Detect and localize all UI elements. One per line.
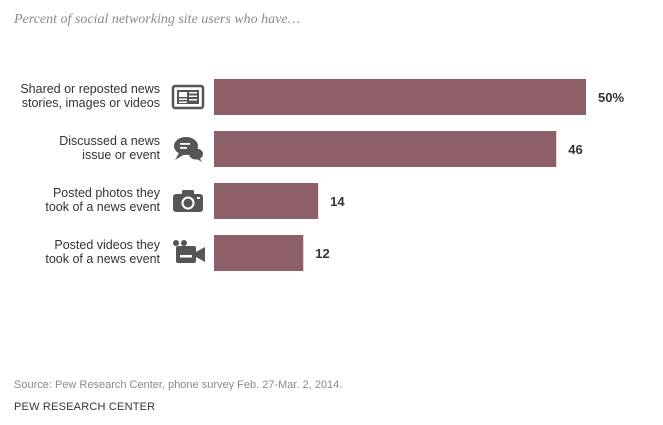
bar xyxy=(214,183,319,219)
video-camera-icon xyxy=(173,240,205,263)
category-label: Posted photos they took of a news event xyxy=(45,186,160,214)
bar xyxy=(214,131,557,167)
category-label: Shared or reposted news stories, images o… xyxy=(20,82,160,110)
newspaper-icon xyxy=(171,84,205,110)
bar-group: Shared or reposted news stories, images o… xyxy=(20,79,624,115)
value-label: 50% xyxy=(598,90,624,105)
organization-name: PEW RESEARCH CENTER xyxy=(14,401,156,413)
category-label: Posted videos they took of a news event xyxy=(45,238,160,266)
bar-group: Discussed a news issue or event 46 xyxy=(59,131,583,167)
bar-group: Posted videos they took of a news event 12 xyxy=(45,235,330,271)
camera-icon xyxy=(173,190,203,212)
bar xyxy=(214,79,586,115)
category-label: Discussed a news issue or event xyxy=(59,134,160,162)
speech-bubbles-icon xyxy=(174,137,203,162)
bar-chart: Shared or reposted news stories, images o… xyxy=(20,79,624,271)
bar-group: Posted photos they took of a news event 14 xyxy=(45,183,345,219)
value-label: 12 xyxy=(315,246,329,261)
source-note: Source: Pew Research Center, phone surve… xyxy=(14,379,343,391)
chart-subtitle: Percent of social networking site users … xyxy=(14,12,301,27)
bar xyxy=(214,235,304,271)
value-label: 46 xyxy=(568,142,582,157)
value-label: 14 xyxy=(330,194,345,209)
